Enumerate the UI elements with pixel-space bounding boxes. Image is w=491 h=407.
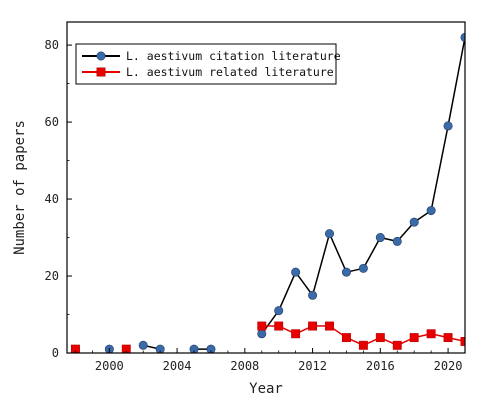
y-axis-title: Number of papers	[12, 120, 28, 255]
series-1-point-2017	[392, 340, 402, 350]
y-tick-label-40: 40	[45, 192, 59, 206]
series-0-point-2015	[358, 263, 368, 273]
series-1-point-2001	[121, 344, 131, 353]
series-0-point-2019	[426, 206, 436, 216]
y-tick-label-60: 60	[45, 115, 59, 129]
y-tick-label-80: 80	[45, 38, 59, 52]
series-0-point-2010	[274, 306, 284, 316]
series-0	[104, 32, 465, 353]
legend-label-0: L. aestivum citation literature	[126, 49, 341, 63]
series-1-point-2014	[341, 333, 351, 343]
legend-marker-1	[96, 67, 106, 77]
series-0-point-2006	[206, 344, 216, 353]
legend-box	[75, 43, 337, 85]
series-0-point-2011	[291, 267, 301, 277]
plot-frame	[66, 21, 466, 354]
series-0-point-2018	[409, 217, 419, 227]
series-1-point-2016	[375, 333, 385, 343]
x-tick-label-2008: 2008	[230, 359, 259, 373]
legend-label-1: L. aestivum related literature	[126, 65, 334, 79]
series-1-point-2015	[358, 340, 368, 350]
series-0-point-2009	[257, 329, 267, 339]
series-0-point-2012	[308, 290, 318, 300]
series-1-point-2011	[291, 329, 301, 339]
series-1	[71, 321, 465, 353]
x-tick-label-2000: 2000	[95, 359, 124, 373]
y-tick-label-0: 0	[52, 346, 59, 360]
x-axis-title: Year	[249, 381, 283, 397]
series-1-point-2020	[443, 333, 453, 343]
series-1-point-2012	[308, 321, 318, 331]
series-0-point-2020	[443, 121, 453, 131]
legend-marker-0	[96, 51, 106, 61]
series-0-point-2005	[189, 344, 199, 353]
x-tick-label-2012: 2012	[298, 359, 327, 373]
series-1-point-2018	[409, 333, 419, 343]
series-0-point-2003	[155, 344, 165, 353]
series-0-point-2017	[392, 236, 402, 246]
y-tick-label-20: 20	[45, 269, 59, 283]
series-0-point-2002	[138, 340, 148, 350]
series-1-point-2013	[325, 321, 334, 331]
series-0-point-2016	[375, 233, 385, 243]
x-tick-label-2004: 2004	[163, 359, 192, 373]
x-tick-label-2016: 2016	[366, 359, 395, 373]
legend: L. aestivum citation literature L. aestiv…	[75, 43, 341, 85]
series-0-point-2013	[325, 229, 335, 239]
series-0-point-2014	[341, 267, 351, 277]
x-tick-label-2020: 2020	[434, 359, 463, 373]
series-1-point-2009	[257, 321, 267, 331]
series-1-point-2019	[426, 329, 436, 339]
series-1-point-2010	[274, 321, 284, 331]
axes-layer: 2000 2004 2008 2012 2016 2020 0 20 40 60 80	[45, 21, 466, 373]
series-1-point-1998	[71, 344, 80, 353]
series-layer	[71, 32, 465, 353]
